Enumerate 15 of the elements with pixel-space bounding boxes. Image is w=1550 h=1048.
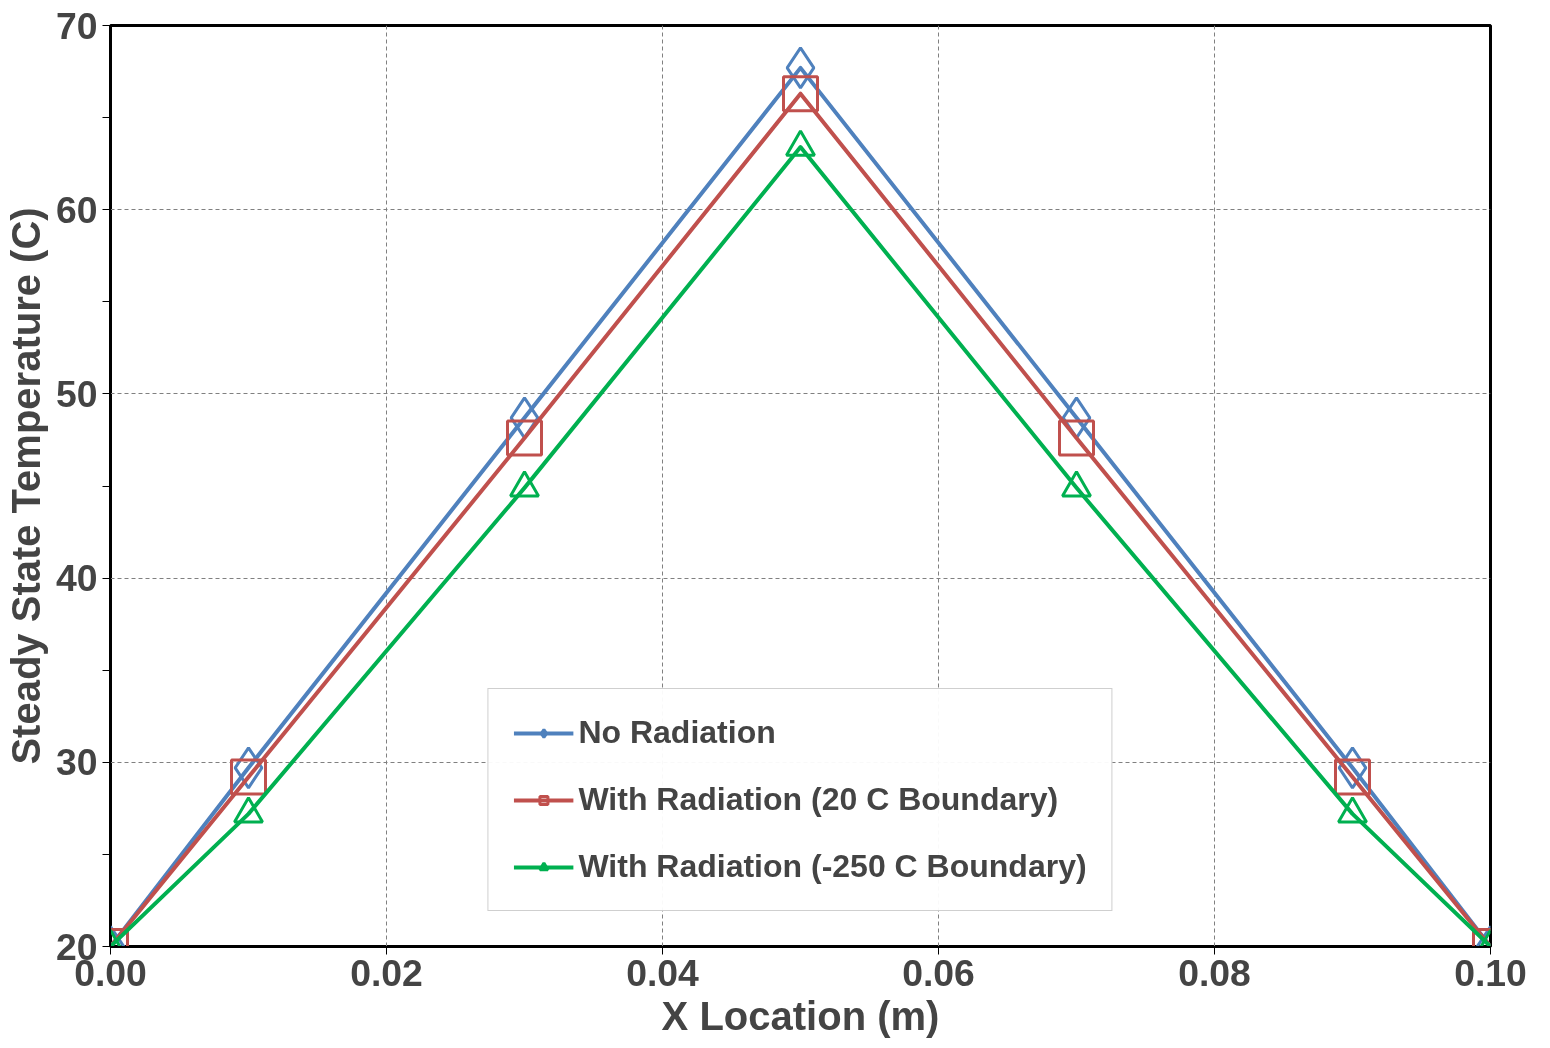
x-tick-label: 0.06 — [902, 951, 975, 994]
x-tick-label: 0.04 — [626, 951, 700, 994]
legend-label: With Radiation (-250 C Boundary) — [578, 848, 1087, 885]
y-tick-label: 60 — [55, 188, 98, 231]
y-tick-label: 70 — [55, 4, 98, 47]
y-axis-title: Steady State Temperature (C) — [3, 207, 48, 765]
x-tick-label: 0.08 — [1178, 951, 1251, 994]
x-axis-title: X Location (m) — [661, 993, 940, 1038]
y-tick-label: 30 — [55, 741, 98, 784]
legend-label: No Radiation — [578, 714, 776, 751]
y-tick-label: 40 — [55, 557, 98, 600]
y-tick-label: 50 — [55, 372, 98, 415]
x-tick-label: 0.02 — [350, 951, 423, 994]
legend-label: With Radiation (20 C Boundary) — [578, 781, 1059, 818]
x-tick-label: 0.10 — [1454, 951, 1527, 994]
